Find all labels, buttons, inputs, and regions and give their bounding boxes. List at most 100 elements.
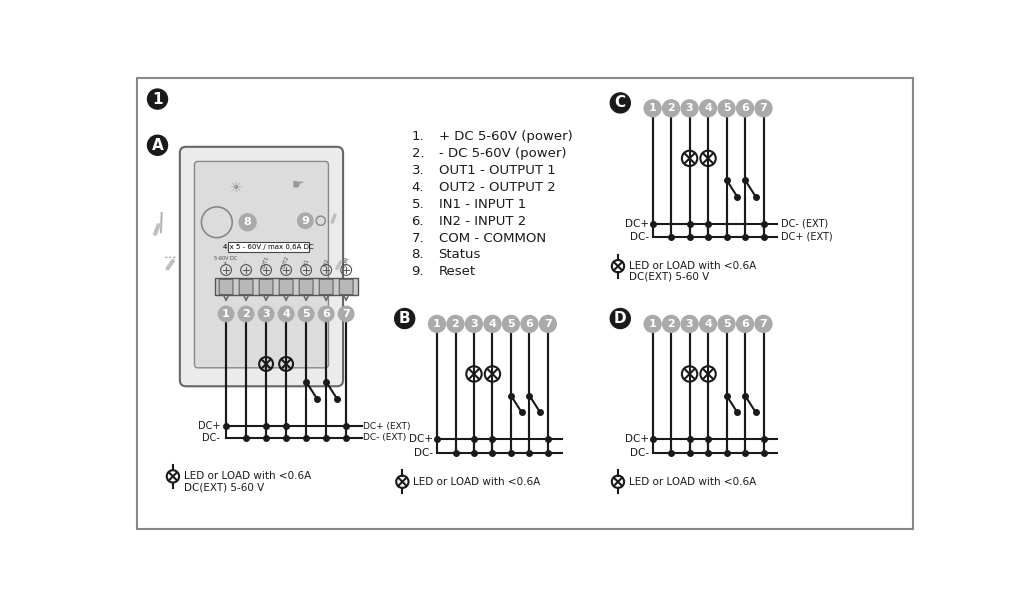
Text: 8.: 8. [412,248,424,261]
FancyBboxPatch shape [280,279,293,294]
Text: 2.: 2. [412,147,424,160]
Text: 4: 4 [705,319,712,329]
Text: DC+: DC+ [198,421,220,432]
Text: 7: 7 [544,319,552,329]
Circle shape [147,89,168,109]
Text: Reset: Reset [438,266,476,278]
Text: DC+ (EXT): DC+ (EXT) [364,422,411,431]
FancyBboxPatch shape [259,279,273,294]
Circle shape [503,316,519,332]
Text: 4 x 5 - 60V / max 0,6A DC: 4 x 5 - 60V / max 0,6A DC [223,244,313,250]
Text: 6: 6 [525,319,534,329]
Text: 3: 3 [262,309,270,319]
Text: 6: 6 [323,309,330,319]
Text: LED or LOAD with <0.6A: LED or LOAD with <0.6A [629,261,756,271]
Circle shape [736,316,754,332]
Text: LED or LOAD with <0.6A: LED or LOAD with <0.6A [183,471,311,481]
Text: DC- (EXT): DC- (EXT) [781,219,828,229]
Text: 6.: 6. [412,215,424,228]
Circle shape [755,316,772,332]
Circle shape [258,306,273,322]
Text: 5: 5 [302,309,310,319]
Circle shape [298,213,313,228]
Text: 5: 5 [723,319,730,329]
Text: DC+: DC+ [410,435,433,444]
Circle shape [610,308,631,329]
Text: 𝌀: 𝌀 [164,250,177,264]
Circle shape [644,100,662,117]
Text: ☛: ☛ [292,178,304,192]
Text: LED or LOAD with <0.6A: LED or LOAD with <0.6A [413,477,541,487]
Circle shape [466,316,482,332]
Circle shape [699,100,717,117]
Text: 7: 7 [760,319,767,329]
Text: IN1: IN1 [302,257,310,267]
FancyBboxPatch shape [240,279,253,294]
Text: IN2 - INPUT 2: IN2 - INPUT 2 [438,215,525,228]
Circle shape [718,316,735,332]
Text: 3.: 3. [412,163,424,177]
Circle shape [681,316,698,332]
Text: -: - [244,261,249,264]
Text: DC-: DC- [630,448,649,457]
Text: D: D [614,311,627,326]
Circle shape [240,214,256,231]
Circle shape [755,100,772,117]
Circle shape [610,93,631,113]
FancyBboxPatch shape [339,279,353,294]
FancyBboxPatch shape [195,162,329,368]
Circle shape [699,316,717,332]
Text: Status: Status [438,248,481,261]
FancyBboxPatch shape [299,279,313,294]
Text: 1: 1 [222,309,230,319]
Text: /: / [155,210,169,235]
Circle shape [644,316,662,332]
Circle shape [521,316,538,332]
Text: 6: 6 [741,103,749,114]
Text: 7: 7 [342,309,350,319]
Text: 2: 2 [243,309,250,319]
Text: IN1 - INPUT 1: IN1 - INPUT 1 [438,198,525,210]
Text: + DC 5-60V (power): + DC 5-60V (power) [438,130,572,143]
Text: DC-: DC- [630,232,649,242]
FancyBboxPatch shape [219,279,233,294]
Circle shape [540,316,556,332]
Text: 5.: 5. [412,198,424,210]
Text: 9: 9 [301,216,309,226]
Text: 6: 6 [741,319,749,329]
FancyBboxPatch shape [180,147,343,386]
Text: 8: 8 [244,218,252,227]
Text: 5: 5 [723,103,730,114]
Text: COM: COM [342,256,350,269]
Text: 1: 1 [649,319,656,329]
Circle shape [339,306,354,322]
Text: 2: 2 [452,319,460,329]
Text: B: B [399,311,411,326]
Text: 2: 2 [668,103,675,114]
FancyBboxPatch shape [319,279,333,294]
Text: DC+: DC+ [625,219,649,229]
Text: DC-: DC- [414,448,433,457]
Text: 2: 2 [668,319,675,329]
Text: DC(EXT) 5-60 V: DC(EXT) 5-60 V [629,272,709,282]
Circle shape [663,100,680,117]
Circle shape [218,306,233,322]
Text: 1.: 1. [412,130,424,143]
Text: DC- (EXT): DC- (EXT) [364,433,407,442]
Circle shape [298,306,313,322]
Text: DC+ (EXT): DC+ (EXT) [781,232,833,242]
Text: COM - COMMON: COM - COMMON [438,231,546,245]
Text: 4: 4 [705,103,712,114]
Circle shape [279,306,294,322]
Bar [228,242,309,252]
Text: DC(EXT) 5-60 V: DC(EXT) 5-60 V [183,482,264,492]
Text: ☀: ☀ [229,181,243,195]
Text: 7: 7 [760,103,767,114]
Text: OUT1: OUT1 [261,255,270,269]
Text: IN2: IN2 [323,257,330,267]
Circle shape [429,316,445,332]
Text: OUT2: OUT2 [282,255,291,269]
Text: 4: 4 [283,309,290,319]
Text: 3: 3 [686,319,693,329]
Text: 1: 1 [153,91,163,106]
